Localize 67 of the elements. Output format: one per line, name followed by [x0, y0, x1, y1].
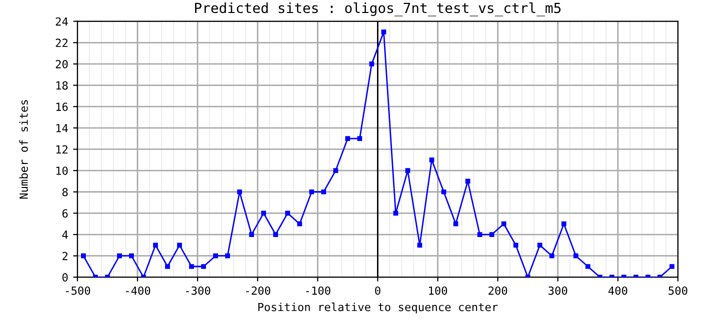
point — [477, 232, 482, 237]
point — [297, 221, 302, 226]
point — [81, 253, 86, 258]
point — [333, 168, 338, 173]
y-tick-label: 10 — [56, 166, 68, 175]
y-tick-label: 24 — [56, 17, 68, 26]
point — [345, 136, 350, 142]
x-tick-label: 400 — [608, 286, 628, 295]
point — [405, 168, 410, 173]
x-tick-label: -200 — [246, 286, 270, 295]
x-tick-label: -500 — [66, 286, 90, 295]
point — [117, 253, 122, 258]
y-tick-label: 18 — [56, 81, 68, 90]
point — [213, 253, 218, 258]
x-tick-label: 500 — [668, 286, 688, 295]
point — [549, 253, 554, 258]
y-tick-label: 16 — [56, 102, 68, 112]
x-axis-title: Position relative to sequence center — [258, 302, 498, 314]
point — [309, 189, 314, 194]
point — [285, 210, 290, 216]
point — [129, 253, 134, 258]
point — [453, 221, 458, 226]
y-tick-label: 2 — [62, 252, 68, 260]
x-tick-label: 0 — [375, 286, 380, 295]
point — [249, 232, 254, 237]
point — [237, 189, 242, 194]
point — [429, 157, 434, 162]
point — [273, 232, 278, 237]
x-tick-label: 300 — [548, 286, 568, 295]
point — [201, 264, 206, 269]
point — [561, 221, 566, 226]
x-tick-label: 200 — [488, 286, 508, 295]
y-tick-label: 14 — [56, 124, 68, 132]
x-tick-label: -300 — [186, 286, 210, 295]
point — [670, 264, 674, 269]
y-tick-label: 8 — [62, 188, 68, 196]
x-tick-label: -400 — [126, 286, 150, 295]
point — [225, 253, 230, 258]
x-tick-label: -100 — [306, 286, 330, 295]
y-tick-label: 6 — [62, 209, 68, 218]
point — [369, 62, 374, 66]
x-tick-label: 100 — [429, 286, 448, 295]
y-tick-label: 4 — [62, 230, 68, 239]
point — [441, 189, 446, 194]
point — [573, 253, 578, 258]
y-tick-label: 0 — [62, 273, 68, 282]
point — [501, 221, 506, 226]
point — [261, 210, 266, 216]
point — [357, 136, 362, 142]
point — [513, 242, 518, 248]
point — [489, 232, 494, 237]
point — [177, 242, 182, 248]
point — [321, 189, 326, 194]
point — [153, 242, 158, 248]
point — [537, 242, 542, 248]
point — [465, 178, 470, 184]
y-tick-label: 12 — [56, 145, 68, 154]
point — [189, 264, 194, 269]
y-tick-label: 22 — [56, 38, 68, 47]
chart-title: Predicted sites : oligos_7nt_test_vs_ctrl_m5 — [195, 2, 561, 16]
point — [165, 264, 170, 269]
point — [585, 264, 590, 269]
y-axis-title: Number of sites — [19, 100, 28, 199]
point — [417, 242, 422, 248]
y-tick-label: 20 — [56, 60, 68, 68]
point — [381, 30, 386, 34]
point — [393, 210, 398, 216]
